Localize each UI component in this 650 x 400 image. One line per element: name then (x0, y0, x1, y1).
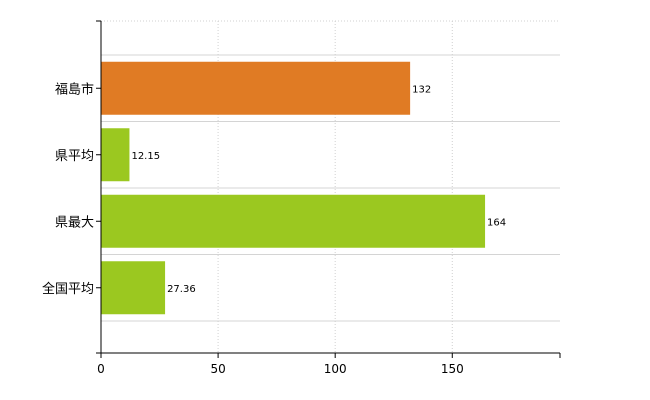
data-label: 132 (412, 84, 431, 95)
bar (101, 194, 486, 248)
data-label: 12.15 (131, 151, 160, 162)
category-label: 県平均 (55, 149, 94, 164)
data-label: 164 (487, 217, 506, 228)
category-label: 県最大 (55, 215, 94, 230)
bar (101, 261, 166, 315)
x-tick-label: 100 (324, 362, 347, 376)
bar-layer (101, 61, 486, 315)
x-tick-label: 0 (97, 362, 105, 376)
category-label: 全国平均 (42, 281, 94, 297)
x-tick-label: 50 (210, 362, 225, 376)
data-label: 27.36 (167, 284, 196, 295)
grid-layer (101, 20, 560, 353)
category-label: 福島市 (55, 81, 94, 97)
bar (101, 128, 130, 182)
bar (101, 61, 411, 115)
label-layer: 132 福島市 12.15 県平均 164 県最大 27.36 全国平均 0 50 100 150 (42, 81, 506, 376)
x-tick-label: 150 (441, 362, 464, 376)
axis-layer (96, 20, 561, 358)
